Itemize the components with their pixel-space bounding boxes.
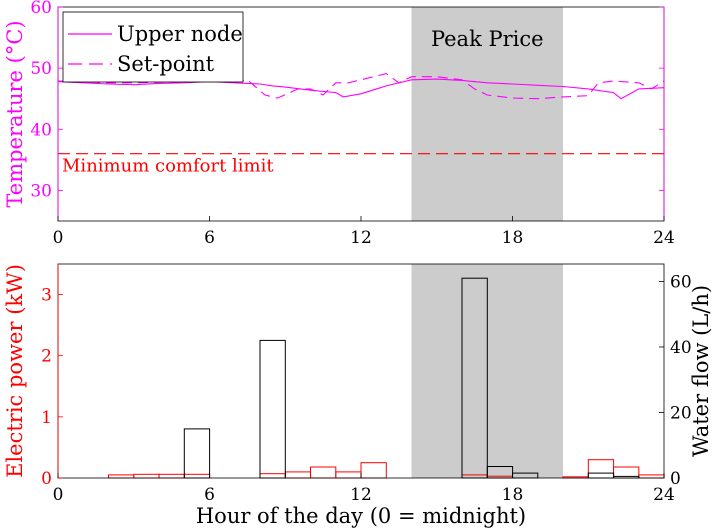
electric-power-bar — [335, 471, 362, 479]
electric-power-bar — [587, 459, 615, 479]
hour-axis-label: Hour of the day (0 = midnight) — [196, 504, 526, 528]
temperature-y-axis-label: Temperature (°C) — [3, 20, 27, 207]
legend-box — [62, 11, 244, 83]
x-tick-label: 24 — [653, 228, 675, 248]
x-tick-label: 18 — [502, 228, 524, 248]
water-flow-bar — [587, 472, 615, 479]
y-tick-label: 40 — [30, 120, 52, 140]
x-tick-label: 12 — [350, 485, 372, 505]
temperature-y-axis: 30 40 50 60 — [30, 0, 665, 221]
electric-power-bar — [638, 474, 665, 479]
y-right-tick-label: 0 — [670, 469, 681, 489]
electric-power-bar — [360, 462, 387, 479]
electric-power-y-axis: 0 1 2 3 — [41, 264, 63, 489]
power-flow-plot-frame — [57, 263, 665, 479]
y-tick-label: 60 — [30, 0, 52, 18]
electric-power-bar — [284, 471, 312, 479]
peak-price-shaded-region — [411, 7, 563, 221]
y-right-tick-label: 40 — [670, 338, 692, 358]
series-line-upper-node — [57, 78, 665, 100]
hour-x-axis: 0 6 12 18 24 — [53, 473, 675, 505]
electric-power-bar — [183, 473, 211, 479]
electric-power-bar — [310, 466, 337, 479]
x-tick-label: 6 — [204, 228, 215, 248]
temperature-panel: Peak Price Minimum comfort limit 30 40 50 6… — [3, 0, 675, 248]
temperature-x-axis: 0 6 12 18 24 — [53, 216, 675, 248]
y-tick-label: 30 — [30, 181, 52, 201]
y-tick-label: 50 — [30, 59, 52, 79]
x-tick-label: 0 — [53, 228, 64, 248]
water-flow-axis-label: Water flow (L/h) — [689, 285, 713, 457]
minimum-comfort-limit-label: Minimum comfort limit — [62, 156, 274, 177]
water-flow-bar — [259, 339, 286, 479]
y-right-tick-label: 60 — [670, 272, 692, 292]
y-right-tick-label: 20 — [670, 403, 692, 423]
power-flow-bars — [108, 277, 665, 479]
x-tick-label: 0 — [53, 485, 64, 505]
temperature-series — [57, 73, 665, 155]
electric-power-bar — [108, 474, 135, 479]
y-tick-label: 1 — [41, 408, 52, 428]
electric-power-bar — [259, 473, 286, 479]
x-tick-label: 18 — [502, 485, 524, 505]
x-tick-label: 24 — [653, 485, 675, 505]
series-line-set-point — [57, 73, 665, 100]
y-tick-label: 0 — [41, 469, 52, 489]
water-flow-bar — [183, 428, 211, 479]
water-flow-y-axis: 0 20 40 60 — [659, 272, 692, 489]
x-tick-label: 6 — [204, 485, 215, 505]
legend-label-set-point: Set-point — [117, 52, 215, 76]
temperature-legend: Upper node Set-point — [62, 11, 244, 83]
peak-price-label: Peak Price — [431, 27, 544, 51]
electric-power-axis-label: Electric power (kW) — [3, 264, 27, 478]
x-tick-label: 12 — [350, 228, 372, 248]
y-tick-label: 3 — [41, 286, 52, 306]
legend-label-upper-node: Upper node — [117, 22, 243, 46]
y-tick-label: 2 — [41, 347, 52, 367]
electric-power-bar — [133, 473, 160, 479]
electric-power-bar — [158, 473, 185, 479]
